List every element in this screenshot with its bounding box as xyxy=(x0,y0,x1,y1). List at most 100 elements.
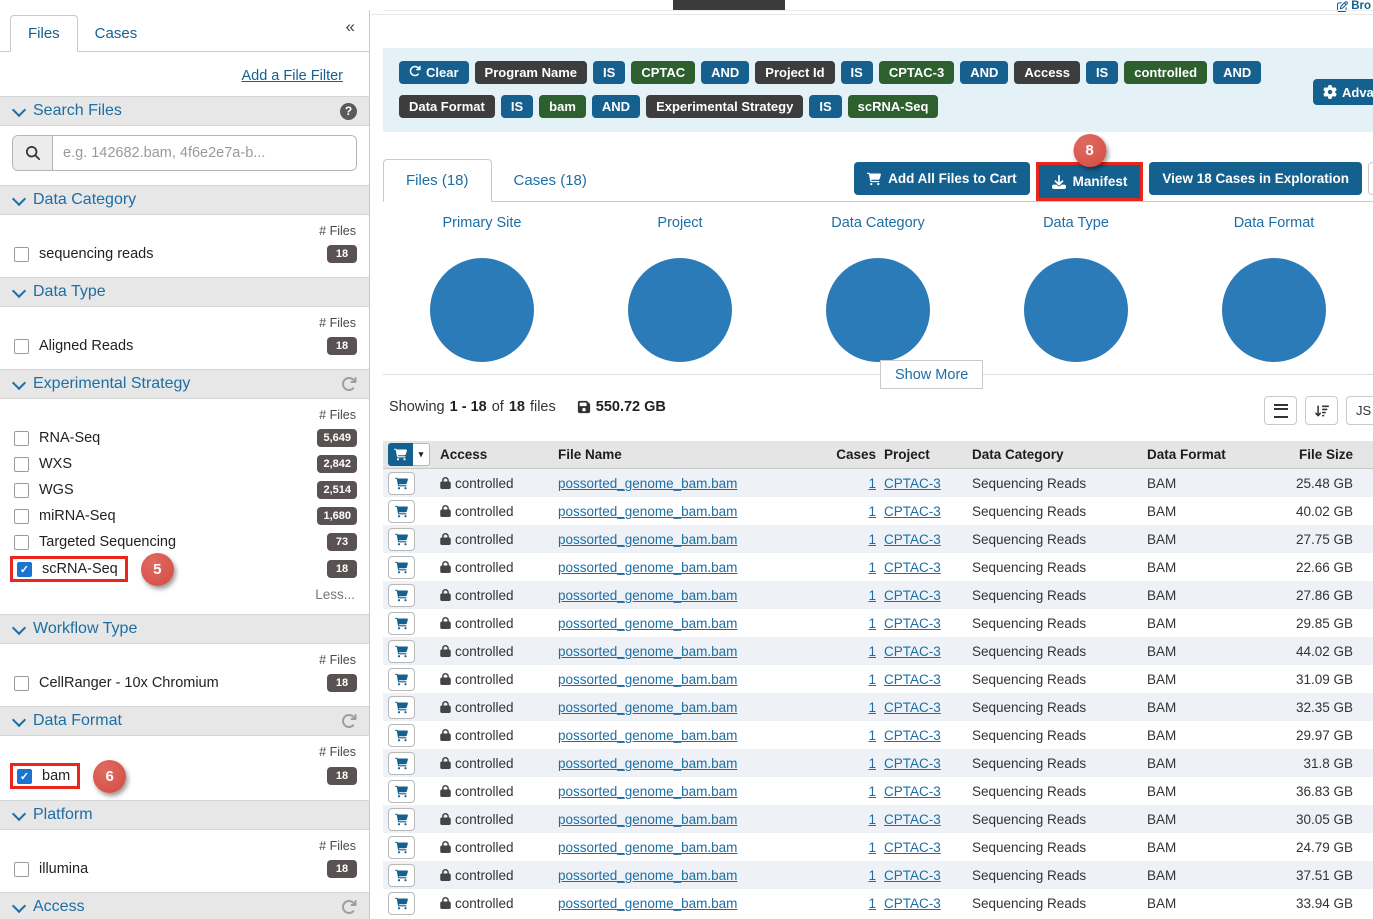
table-row[interactable]: controlled possorted_genome_bam.bam 1 CPTAC… xyxy=(383,805,1373,833)
filter-operator-chip-and[interactable]: AND xyxy=(960,61,1009,84)
filter-value-chip-cptac[interactable]: CPTAC xyxy=(631,61,696,84)
add-to-cart-button[interactable] xyxy=(388,639,415,663)
facet-item-label[interactable]: CellRanger - 10x Chromium xyxy=(39,675,219,691)
add-file-filter-link[interactable]: Add a File Filter xyxy=(241,68,343,84)
table-row[interactable]: controlled possorted_genome_bam.bam 1 CPTAC… xyxy=(383,777,1373,805)
help-icon[interactable]: ? xyxy=(340,102,357,120)
checkbox-rna-seq[interactable] xyxy=(14,430,29,446)
add-to-cart-button[interactable] xyxy=(388,863,415,887)
facet-item-label[interactable]: WGS xyxy=(39,482,74,498)
facet-item-aligned-reads[interactable]: Aligned Reads 18 xyxy=(14,333,357,359)
file-name-link[interactable]: possorted_genome_bam.bam xyxy=(558,559,738,575)
filter-value-chip-controlled[interactable]: controlled xyxy=(1124,61,1208,84)
cases-count-link[interactable]: 1 xyxy=(868,839,876,855)
facet-item-label[interactable]: RNA-Seq xyxy=(39,430,101,446)
filter-operator-chip-is[interactable]: IS xyxy=(593,61,626,84)
facet-item-bam[interactable]: ✓ bam 6 18 xyxy=(10,759,357,793)
facet-item-targeted-sequencing[interactable]: Targeted Sequencing 73 xyxy=(14,529,357,555)
table-row[interactable]: controlled possorted_genome_bam.bam 1 CPTAC… xyxy=(383,861,1373,889)
collapse-sidebar-icon[interactable]: « xyxy=(345,17,355,36)
add-to-cart-button[interactable] xyxy=(388,751,415,775)
table-row[interactable]: controlled possorted_genome_bam.bam 1 CPTAC… xyxy=(383,889,1373,917)
add-to-cart-button[interactable] xyxy=(388,527,415,551)
table-row[interactable]: controlled possorted_genome_bam.bam 1 CPTAC… xyxy=(383,581,1373,609)
table-row[interactable]: controlled possorted_genome_bam.bam 1 CPTAC… xyxy=(383,749,1373,777)
cart-all-split-button[interactable]: ▾ xyxy=(388,443,430,466)
project-link[interactable]: CPTAC-3 xyxy=(884,839,941,855)
cases-count-link[interactable]: 1 xyxy=(868,559,876,575)
project-link[interactable]: CPTAC-3 xyxy=(884,587,941,603)
facet-item-label[interactable]: Targeted Sequencing xyxy=(39,534,177,550)
view-cases-in-exploration-button[interactable]: View 18 Cases in Exploration xyxy=(1149,162,1362,195)
add-all-files-to-cart-button[interactable]: Add All Files to Cart xyxy=(854,162,1030,195)
project-link[interactable]: CPTAC-3 xyxy=(884,867,941,883)
json-export-button[interactable]: JS xyxy=(1346,396,1373,425)
tab-files-results[interactable]: Files (18) xyxy=(383,159,492,202)
cases-count-link[interactable]: 1 xyxy=(868,643,876,659)
cases-count-link[interactable]: 1 xyxy=(868,587,876,603)
facet-item-label[interactable]: WXS xyxy=(39,456,73,472)
facet-item-sequencing-reads[interactable]: sequencing reads 18 xyxy=(14,241,357,267)
checkbox-wgs[interactable] xyxy=(14,482,29,498)
filter-field-chip-experimental-strategy[interactable]: Experimental Strategy xyxy=(646,95,804,118)
filter-operator-chip-is[interactable]: IS xyxy=(500,95,534,118)
add-to-cart-button[interactable] xyxy=(388,499,415,523)
file-name-link[interactable]: possorted_genome_bam.bam xyxy=(558,615,738,631)
cases-count-link[interactable]: 1 xyxy=(868,531,876,547)
project-link[interactable]: CPTAC-3 xyxy=(884,671,941,687)
facet-item-scrna-seq[interactable]: ✓ scRNA-Seq 5 18 xyxy=(10,552,357,586)
add-to-cart-button[interactable] xyxy=(388,471,415,495)
facet-item-label[interactable]: bam xyxy=(42,768,71,784)
project-link[interactable]: CPTAC-3 xyxy=(884,895,941,911)
add-to-cart-button[interactable] xyxy=(388,835,415,859)
checked-checkbox-scrna-seq[interactable]: ✓ xyxy=(17,561,32,577)
add-to-cart-button[interactable] xyxy=(388,555,415,579)
facet-item-label[interactable]: illumina xyxy=(39,861,89,877)
project-link[interactable]: CPTAC-3 xyxy=(884,559,941,575)
reset-facet-button[interactable] xyxy=(341,713,357,729)
search-button[interactable] xyxy=(13,136,53,170)
cases-count-link[interactable]: 1 xyxy=(868,503,876,519)
file-name-link[interactable]: possorted_genome_bam.bam xyxy=(558,587,738,603)
checkbox-targeted-sequencing[interactable] xyxy=(14,534,29,550)
project-link[interactable]: CPTAC-3 xyxy=(884,811,941,827)
filter-field-chip-data-format[interactable]: Data Format xyxy=(399,95,495,118)
project-link[interactable]: CPTAC-3 xyxy=(884,755,941,771)
checkbox-wxs[interactable] xyxy=(14,456,29,472)
file-name-link[interactable]: possorted_genome_bam.bam xyxy=(558,503,738,519)
checkbox-aligned-reads[interactable] xyxy=(14,338,29,354)
facet-item-label[interactable]: Aligned Reads xyxy=(39,338,134,354)
facet-item-wxs[interactable]: WXS 2,842 xyxy=(14,451,357,477)
file-name-link[interactable]: possorted_genome_bam.bam xyxy=(558,783,738,799)
pie-chart-circle[interactable] xyxy=(826,258,930,362)
add-to-cart-button[interactable] xyxy=(388,695,415,719)
cases-count-link[interactable]: 1 xyxy=(868,699,876,715)
file-name-link[interactable]: possorted_genome_bam.bam xyxy=(558,811,738,827)
filter-operator-chip-is[interactable]: IS xyxy=(840,61,873,84)
project-link[interactable]: CPTAC-3 xyxy=(884,783,941,799)
filter-operator-chip-and[interactable]: AND xyxy=(1213,61,1262,84)
file-name-link[interactable]: possorted_genome_bam.bam xyxy=(558,643,738,659)
file-name-link[interactable]: possorted_genome_bam.bam xyxy=(558,727,738,743)
less-link[interactable]: Less... xyxy=(315,587,355,602)
project-link[interactable]: CPTAC-3 xyxy=(884,475,941,491)
add-to-cart-button[interactable] xyxy=(388,723,415,747)
table-row[interactable]: controlled possorted_genome_bam.bam 1 CPTAC… xyxy=(383,469,1373,497)
facet-item-label[interactable]: sequencing reads xyxy=(39,246,154,262)
checked-checkbox-bam[interactable]: ✓ xyxy=(17,768,32,784)
table-row[interactable]: controlled possorted_genome_bam.bam 1 CPTAC… xyxy=(383,609,1373,637)
checkbox-sequencing-reads[interactable] xyxy=(14,246,29,262)
filter-value-chip-bam[interactable]: bam xyxy=(539,95,586,118)
manifest-button[interactable]: Manifest xyxy=(1038,165,1141,198)
file-name-link[interactable]: possorted_genome_bam.bam xyxy=(558,475,738,491)
pie-chart-circle[interactable] xyxy=(1222,258,1326,362)
tab-cases[interactable]: Cases xyxy=(94,25,138,42)
reset-facet-button[interactable] xyxy=(341,899,357,915)
add-to-cart-button[interactable] xyxy=(388,779,415,803)
cases-count-link[interactable]: 1 xyxy=(868,783,876,799)
tab-files[interactable]: Files xyxy=(10,15,78,52)
reset-facet-button[interactable] xyxy=(341,376,357,392)
filter-operator-chip-is[interactable]: IS xyxy=(809,95,842,118)
checkbox-mirna-seq[interactable] xyxy=(14,508,29,524)
table-row[interactable]: controlled possorted_genome_bam.bam 1 CPTAC… xyxy=(383,497,1373,525)
